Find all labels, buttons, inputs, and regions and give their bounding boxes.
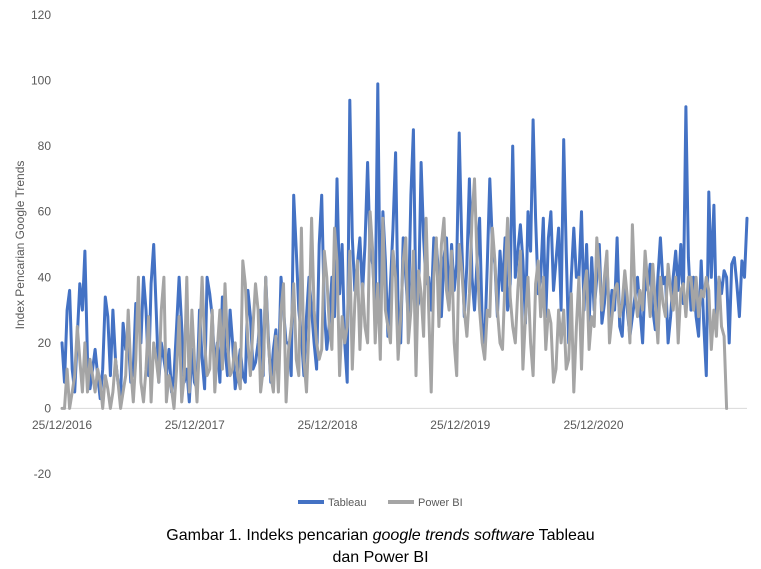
y-tick-label: 60 — [38, 205, 52, 219]
series-layer — [60, 82, 749, 410]
caption-text-end: Tableau — [534, 527, 595, 544]
y-tick-label: 0 — [44, 401, 51, 415]
caption-text: Gambar 1. Indeks pencarian — [166, 527, 373, 544]
figure-caption: Gambar 1. Indeks pencarian google trends… — [0, 525, 761, 569]
x-tick-label: 25/12/2019 — [430, 418, 490, 432]
legend-label-tableau: Tableau — [328, 497, 367, 509]
y-tick-label: 40 — [38, 270, 52, 284]
caption-emphasis: google trends software — [372, 527, 535, 544]
x-axis-ticks: 25/12/2016 25/12/2017 25/12/2018 25/12/2019… — [32, 418, 624, 432]
x-tick-label: 25/12/2017 — [165, 418, 225, 432]
caption-line-2: dan Power BI — [332, 549, 429, 566]
y-tick-label: 80 — [38, 139, 52, 153]
series-line-power-bi — [60, 177, 729, 410]
x-tick-label: 25/12/2020 — [563, 418, 623, 432]
y-axis-ticks: -20 0 20 40 60 80 100 120 — [31, 8, 51, 481]
y-tick-label: 20 — [38, 336, 52, 350]
y-tick-label: -20 — [34, 467, 52, 481]
y-tick-label: 120 — [31, 8, 51, 22]
legend: Tableau Power BI — [298, 497, 463, 509]
caption-line-1: Gambar 1. Indeks pencarian google trends… — [0, 525, 761, 547]
x-tick-label: 25/12/2018 — [298, 418, 358, 432]
y-tick-label: 100 — [31, 74, 51, 88]
y-axis-label: Index Pencarian Google Trends — [13, 161, 27, 330]
x-tick-label: 25/12/2016 — [32, 418, 92, 432]
legend-label-power-bi: Power BI — [418, 497, 463, 509]
